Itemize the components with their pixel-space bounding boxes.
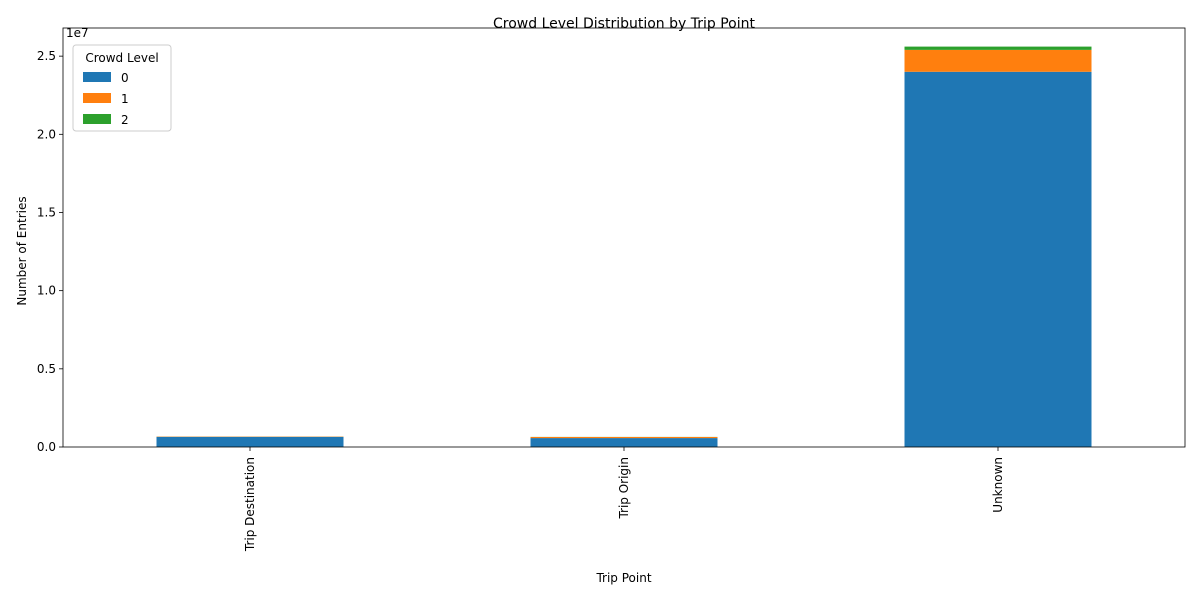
- chart-title: Crowd Level Distribution by Trip Point: [493, 16, 755, 32]
- legend-swatch: [83, 93, 111, 103]
- x-tick-label: Trip Origin: [617, 457, 631, 520]
- bar-segment: [905, 47, 1092, 50]
- legend-entry: 2: [121, 113, 129, 127]
- legend: Crowd Level 0 1 2: [73, 45, 171, 131]
- x-axis-label: Trip Point: [595, 571, 651, 585]
- y-tick-label: 1.5: [37, 205, 56, 219]
- legend-swatch: [83, 72, 111, 82]
- bar-segment: [905, 50, 1092, 72]
- bar-segment: [531, 438, 718, 447]
- legend-title: Crowd Level: [85, 51, 158, 65]
- y-axis-label: Number of Entries: [15, 196, 29, 305]
- y-tick-label: 1.0: [37, 284, 56, 298]
- bar-segment: [157, 437, 344, 447]
- bar-segment: [905, 72, 1092, 447]
- legend-swatch: [83, 114, 111, 124]
- y-tick-label: 0.5: [37, 362, 56, 376]
- bars-layer: [157, 47, 1092, 447]
- legend-entry: 0: [121, 71, 129, 85]
- y-tick-label: 2.5: [37, 49, 56, 63]
- x-tick-label: Unknown: [991, 457, 1005, 513]
- bar-segment: [531, 437, 718, 438]
- legend-entry: 1: [121, 92, 129, 106]
- y-tick-label: 0.0: [37, 440, 56, 454]
- y-tick-label: 2.0: [37, 127, 56, 141]
- x-tick-label: Trip Destination: [243, 457, 257, 552]
